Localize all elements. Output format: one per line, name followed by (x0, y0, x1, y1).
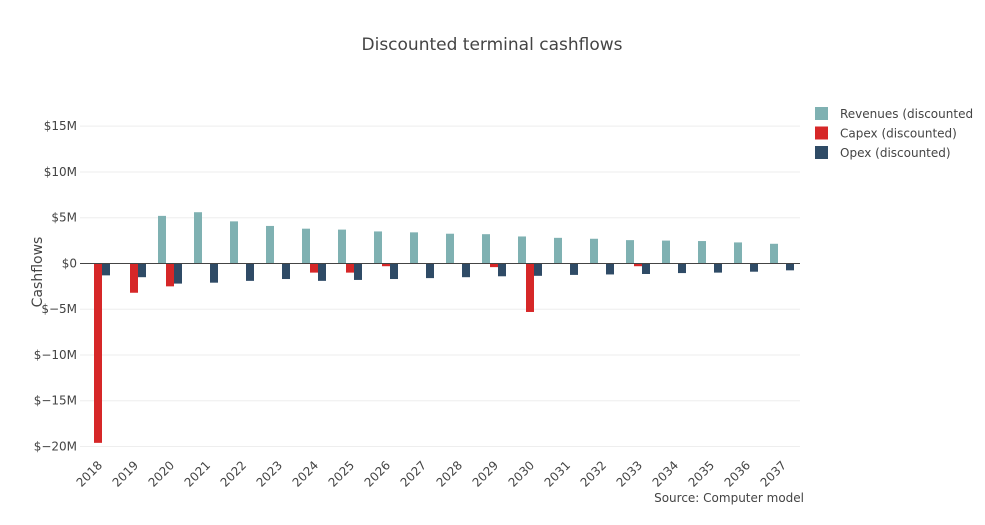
bar-opex-2033[interactable] (642, 263, 650, 274)
bar-revenues-2028[interactable] (446, 233, 454, 264)
bar-opex-2025[interactable] (354, 263, 362, 280)
x-tick-label: 2025 (326, 458, 357, 489)
legend-swatch (815, 126, 828, 140)
bar-revenues-2029[interactable] (482, 234, 490, 264)
y-tick-label: $0 (62, 256, 77, 270)
bar-capex-2024[interactable] (310, 263, 318, 273)
x-tick-label: 2035 (686, 458, 717, 489)
x-tick-label: 2024 (290, 458, 321, 489)
legend-label: Opex (discounted) (840, 146, 951, 160)
y-tick-label: $15M (44, 119, 77, 133)
bar-opex-2028[interactable] (462, 263, 470, 278)
bar-capex-2026[interactable] (382, 263, 390, 267)
y-tick-label: $−5M (41, 302, 77, 316)
bars (94, 212, 794, 443)
bar-revenues-2030[interactable] (518, 236, 526, 264)
bar-revenues-2037[interactable] (770, 243, 778, 264)
legend-swatch (815, 146, 828, 159)
legend-item-revenues[interactable]: Revenues (discounted (815, 107, 973, 121)
bar-capex-2030[interactable] (526, 263, 534, 312)
x-tick-label: 2032 (578, 458, 609, 489)
x-tick-label: 2036 (722, 458, 753, 489)
bar-opex-2022[interactable] (246, 263, 254, 281)
x-tick-label: 2029 (470, 458, 501, 489)
x-tick-label: 2020 (146, 458, 177, 489)
bar-revenues-2034[interactable] (662, 240, 670, 264)
x-tick-label: 2019 (110, 458, 141, 489)
x-tick-label: 2022 (218, 458, 249, 489)
x-tick-label: 2028 (434, 458, 465, 489)
bar-revenues-2021[interactable] (194, 212, 202, 264)
bar-opex-2032[interactable] (606, 263, 614, 275)
x-tick-label: 2031 (542, 458, 573, 489)
x-tick-label: 2037 (758, 458, 789, 489)
bar-revenues-2020[interactable] (158, 215, 166, 264)
bar-opex-2036[interactable] (750, 263, 758, 272)
y-axis-ticks: $15M $10M $5M $0 $−5M $−10M $−15M $−20M (34, 119, 77, 453)
x-axis-ticks: 2018 2019 2020 2021 2022 2023 2024 2025 2026 2027… (74, 458, 789, 489)
bar-opex-2034[interactable] (678, 263, 686, 274)
legend-label: Capex (discounted) (840, 127, 957, 141)
bar-opex-2031[interactable] (570, 263, 578, 275)
bar-capex-2033[interactable] (634, 263, 642, 267)
x-tick-label: 2033 (614, 458, 645, 489)
bar-capex-2019[interactable] (130, 263, 138, 293)
x-tick-label: 2034 (650, 458, 681, 489)
bar-opex-2024[interactable] (318, 263, 326, 281)
bar-capex-2018[interactable] (94, 263, 102, 443)
bar-opex-2027[interactable] (426, 263, 434, 279)
legend[interactable]: Revenues (discounted Capex (discounted) Op… (815, 107, 973, 160)
bar-opex-2035[interactable] (714, 263, 722, 273)
grid (80, 125, 800, 448)
bar-revenues-2022[interactable] (230, 221, 238, 264)
bar-capex-2020[interactable] (166, 263, 174, 287)
bar-opex-2026[interactable] (390, 263, 398, 280)
bar-opex-2029[interactable] (498, 263, 506, 277)
x-tick-label: 2021 (182, 458, 213, 489)
legend-label: Revenues (discounted (840, 107, 973, 121)
bar-revenues-2032[interactable] (590, 238, 598, 264)
bar-revenues-2031[interactable] (554, 237, 562, 264)
y-tick-label: $−15M (34, 394, 77, 408)
bar-opex-2037[interactable] (786, 263, 794, 271)
legend-swatch (815, 107, 828, 120)
x-tick-label: 2026 (362, 458, 393, 489)
y-tick-label: $5M (51, 211, 77, 225)
y-tick-label: $−10M (34, 348, 77, 362)
x-tick-label: 2027 (398, 458, 429, 489)
bar-opex-2019[interactable] (138, 263, 146, 278)
bar-opex-2030[interactable] (534, 263, 542, 276)
bar-capex-2029[interactable] (490, 263, 498, 268)
bar-revenues-2026[interactable] (374, 231, 382, 264)
bar-revenues-2035[interactable] (698, 241, 706, 264)
y-tick-label: $10M (44, 165, 77, 179)
y-axis-label: Cashflows (30, 237, 46, 308)
bar-revenues-2023[interactable] (266, 225, 274, 264)
bar-opex-2023[interactable] (282, 263, 290, 280)
bar-opex-2020[interactable] (174, 263, 182, 284)
x-tick-label: 2023 (254, 458, 285, 489)
bar-revenues-2036[interactable] (734, 242, 742, 264)
source-note: Source: Computer model (654, 491, 804, 505)
bar-opex-2021[interactable] (210, 263, 218, 283)
chart-title: Discounted terminal cashflows (362, 35, 623, 55)
x-tick-label: 2030 (506, 458, 537, 489)
legend-item-capex[interactable]: Capex (discounted) (815, 126, 957, 141)
y-tick-label: $−20M (34, 440, 77, 454)
bar-revenues-2027[interactable] (410, 232, 418, 264)
bar-capex-2025[interactable] (346, 263, 354, 273)
bar-revenues-2024[interactable] (302, 228, 310, 264)
bar-opex-2018[interactable] (102, 263, 110, 276)
legend-item-opex[interactable]: Opex (discounted) (815, 146, 951, 160)
x-tick-label: 2018 (74, 458, 105, 489)
bar-revenues-2025[interactable] (338, 229, 346, 264)
bar-revenues-2033[interactable] (626, 240, 634, 264)
